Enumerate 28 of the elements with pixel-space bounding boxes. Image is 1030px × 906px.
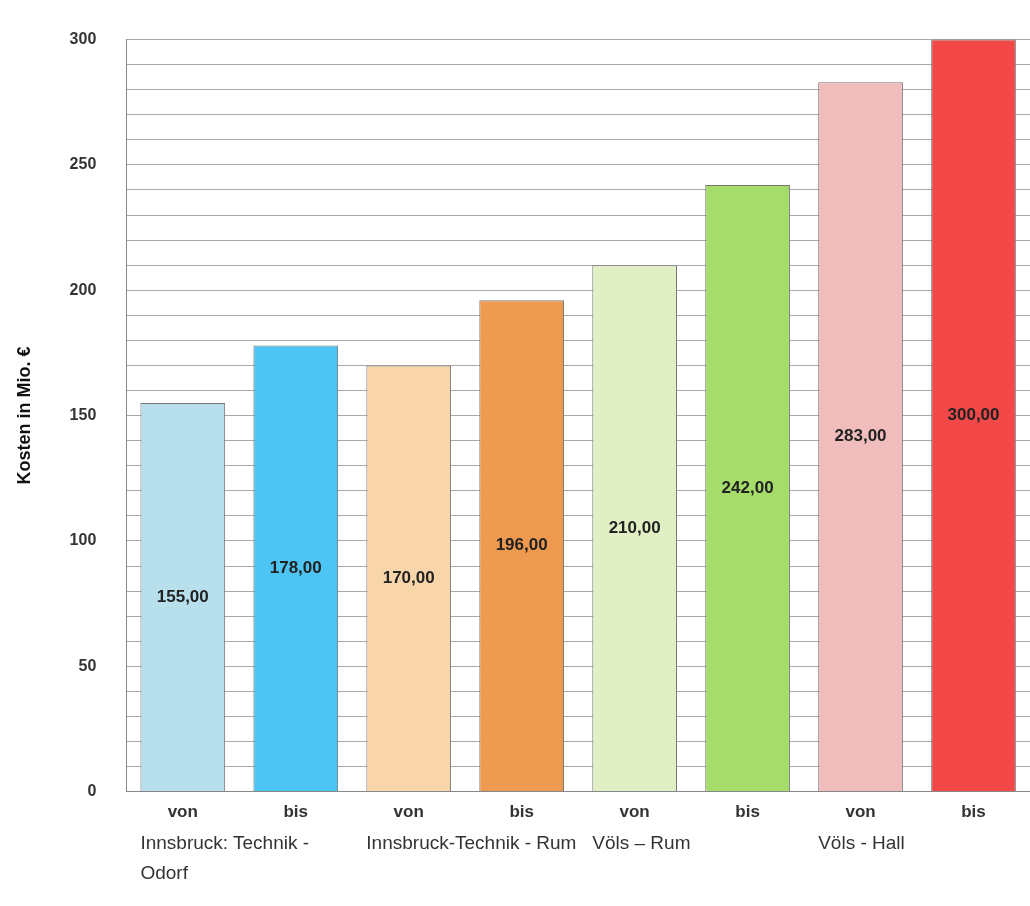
y-tick-label: 250 — [69, 155, 97, 173]
text: Völs - Hall — [818, 831, 906, 855]
x-tick-label: von — [845, 802, 876, 822]
x-tick-label: bis — [961, 802, 986, 822]
data-label: 155,00 — [156, 586, 209, 606]
data-label: 283,00 — [834, 426, 887, 446]
y-tick-label: 200 — [69, 280, 97, 298]
data-label: 300,00 — [947, 405, 1000, 425]
y-tick-label: 0 — [87, 782, 97, 800]
text: Völs – Rum — [592, 831, 692, 855]
data-label: 242,00 — [721, 477, 774, 497]
data-label: 170,00 — [382, 567, 435, 587]
y-tick-label: 150 — [69, 406, 97, 424]
x-tick-label: bis — [735, 802, 760, 822]
text: Innsbruck-Technik - Rum — [366, 831, 578, 855]
data-label: 178,00 — [269, 557, 322, 577]
x-tick-label: von — [619, 802, 650, 822]
x-tick-label: von — [393, 802, 424, 822]
x-tick-label: bis — [509, 802, 534, 822]
data-label: 196,00 — [495, 535, 548, 555]
data-label: 210,00 — [608, 517, 661, 537]
y-axis-title: Kosten in Mio. € — [13, 346, 34, 485]
y-tick-label: 300 — [69, 30, 97, 48]
text: Innsbruck: Technik - Odorf — [140, 831, 311, 885]
y-tick-label: 100 — [69, 531, 97, 549]
x-tick-label: bis — [283, 802, 309, 822]
x-tick-label: von — [167, 802, 198, 822]
y-tick-label: 50 — [78, 656, 97, 674]
